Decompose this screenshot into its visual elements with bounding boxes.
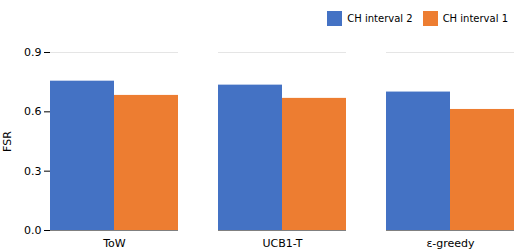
html-text:CH interval 1: CH interval 1 — [442, 13, 508, 24]
html-text:CH interval 2: CH interval 2 — [347, 13, 413, 24]
svg-text:0.3: 0.3 — [24, 165, 42, 178]
svg-text:0.9: 0.9 — [24, 46, 42, 59]
svg-text:UCB1-T: UCB1-T — [263, 237, 303, 250]
svg-text:0.6: 0.6 — [24, 105, 42, 118]
svg-text:ε-greedy: ε-greedy — [426, 237, 475, 250]
svg-text:ToW: ToW — [102, 237, 126, 250]
svg-text:FSR: FSR — [1, 131, 14, 152]
svg-text:0.0: 0.0 — [24, 224, 42, 237]
